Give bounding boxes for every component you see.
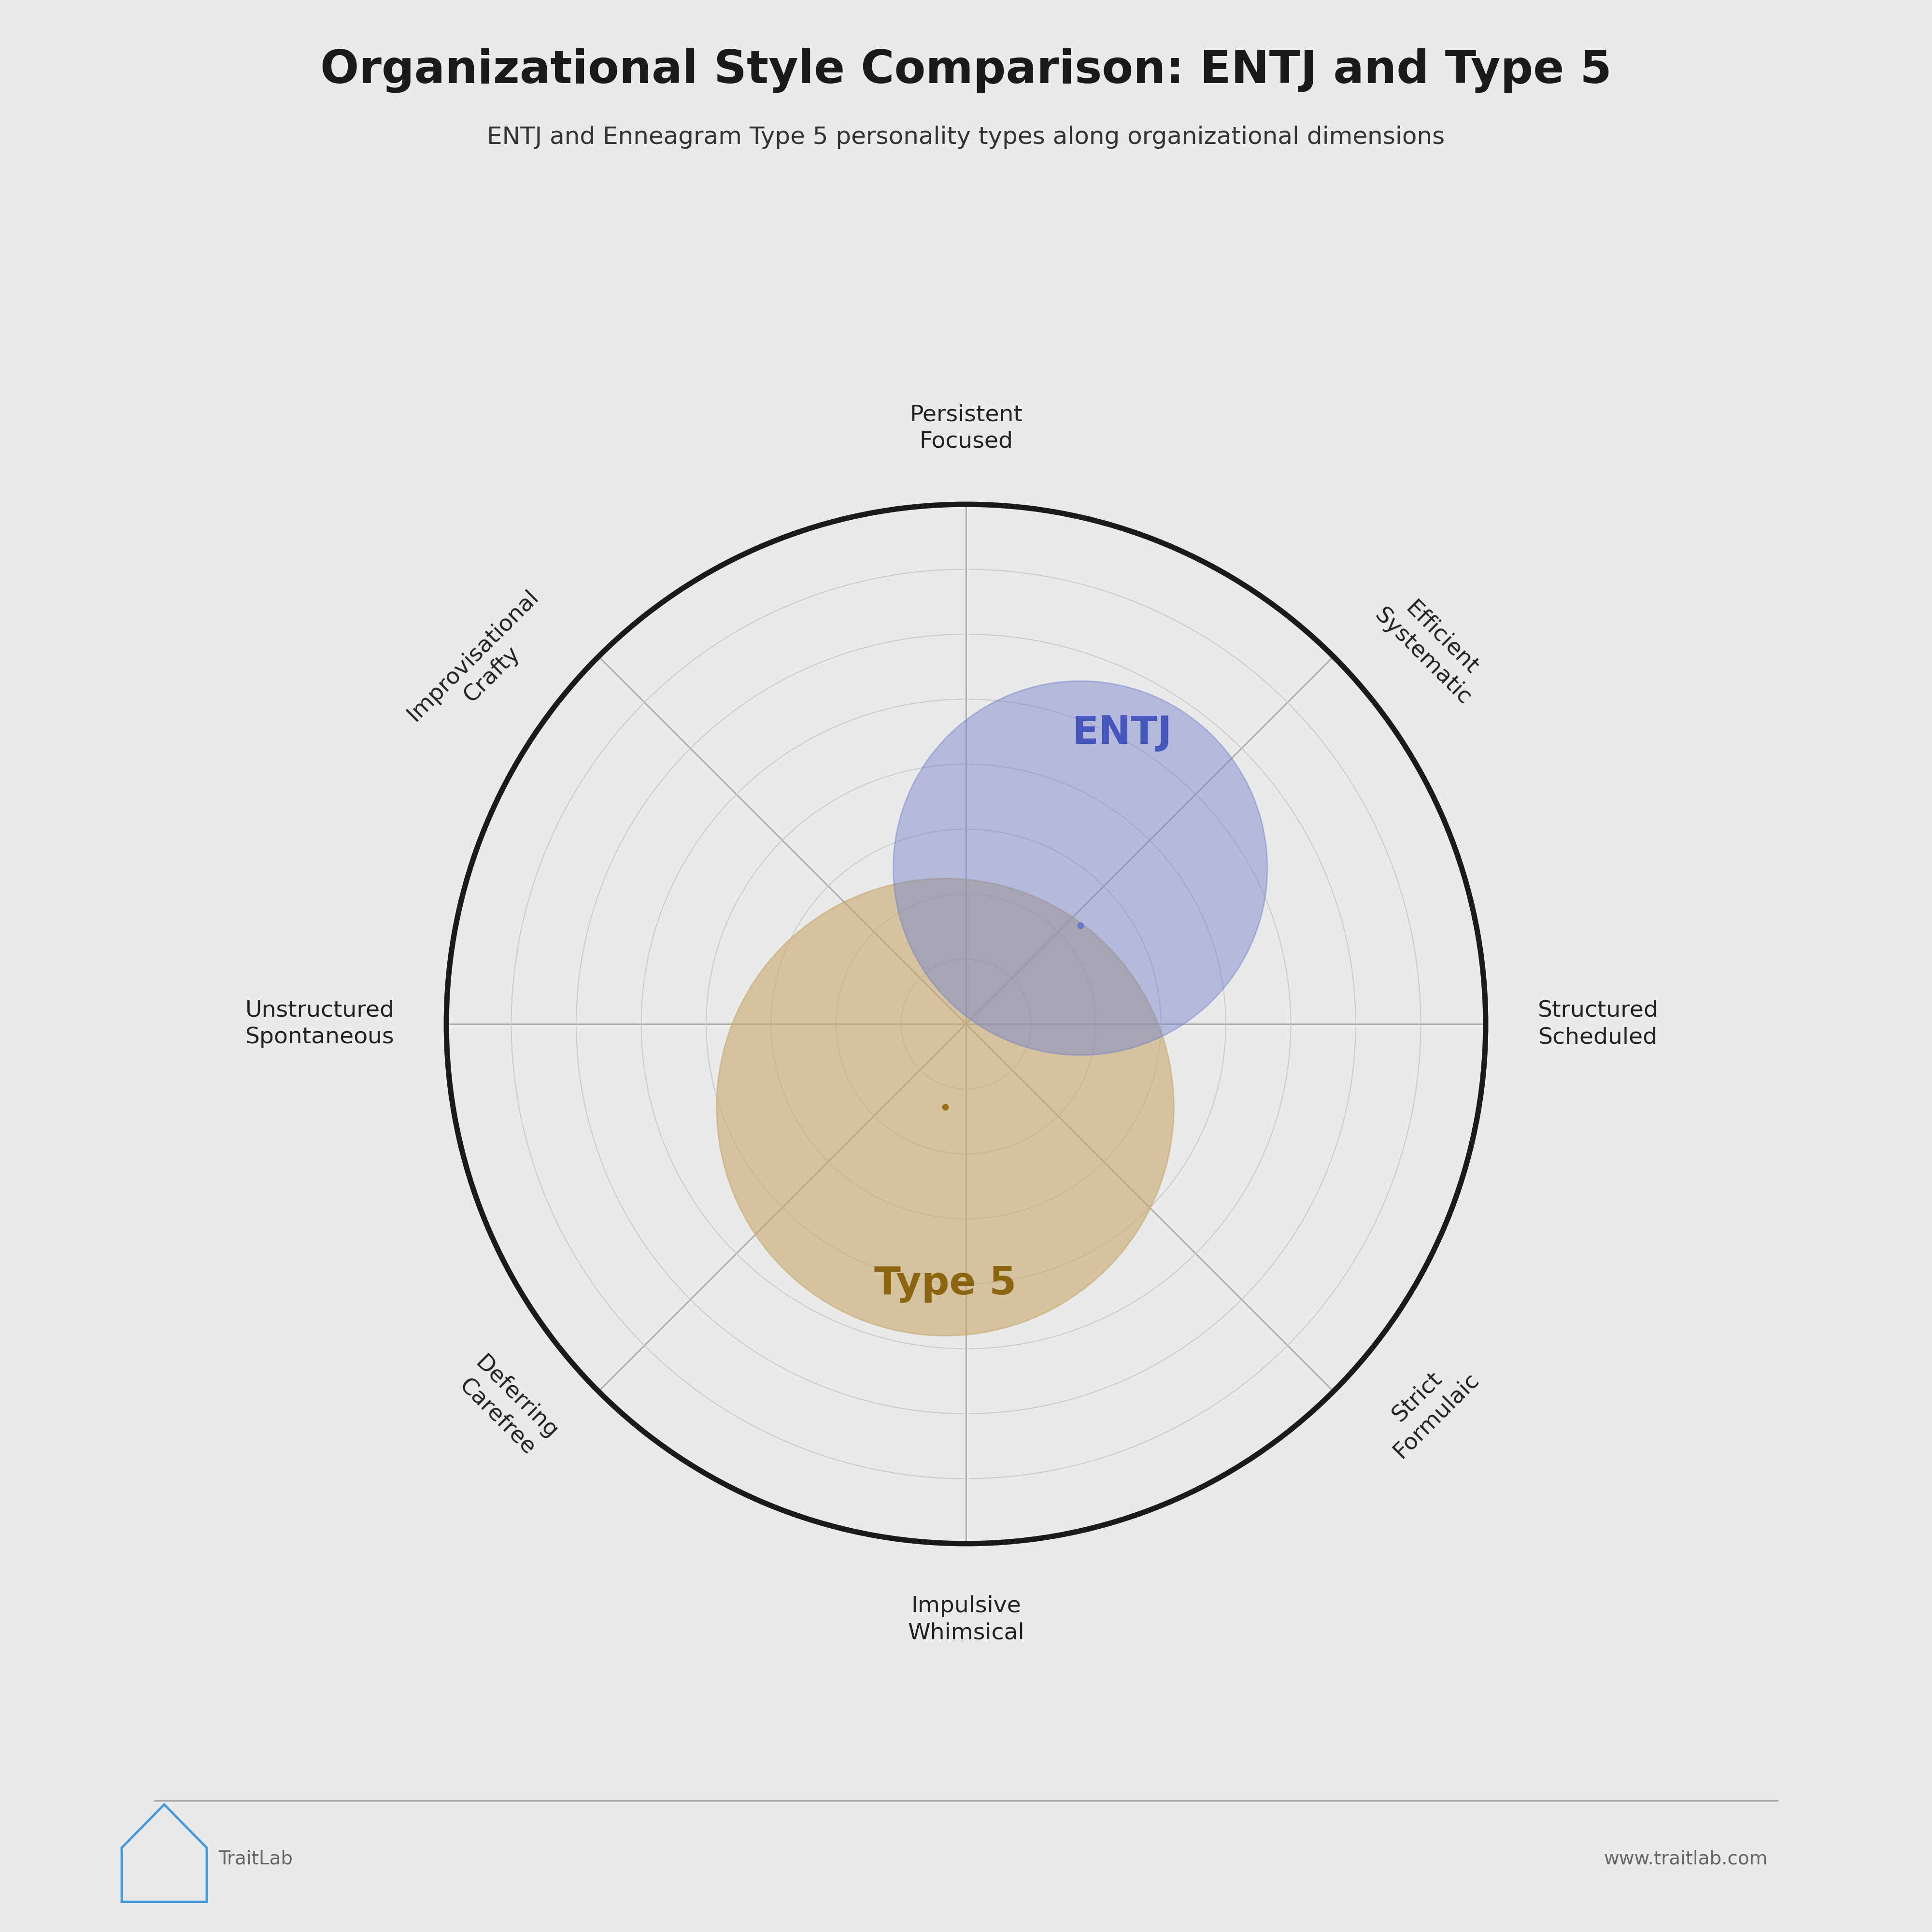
- Text: Strict
Formulaic: Strict Formulaic: [1370, 1350, 1484, 1463]
- Text: www.traitlab.com: www.traitlab.com: [1604, 1849, 1768, 1868]
- Text: Unstructured
Spontaneous: Unstructured Spontaneous: [245, 999, 394, 1049]
- Text: Persistent
Focused: Persistent Focused: [910, 404, 1022, 452]
- Text: TraitLab: TraitLab: [218, 1849, 294, 1868]
- Circle shape: [717, 879, 1175, 1335]
- Text: Impulsive
Whimsical: Impulsive Whimsical: [908, 1596, 1024, 1644]
- Text: Efficient
Systematic: Efficient Systematic: [1370, 585, 1493, 709]
- Text: Improvisational
Crafty: Improvisational Crafty: [404, 585, 562, 744]
- Text: Type 5: Type 5: [873, 1265, 1016, 1302]
- Text: Deferring
Carefree: Deferring Carefree: [452, 1352, 562, 1463]
- Text: ENTJ: ENTJ: [1072, 715, 1173, 752]
- Circle shape: [893, 680, 1267, 1055]
- Text: Organizational Style Comparison: ENTJ and Type 5: Organizational Style Comparison: ENTJ an…: [321, 48, 1611, 93]
- Text: ENTJ and Enneagram Type 5 personality types along organizational dimensions: ENTJ and Enneagram Type 5 personality ty…: [487, 126, 1445, 149]
- Text: Structured
Scheduled: Structured Scheduled: [1538, 999, 1658, 1049]
